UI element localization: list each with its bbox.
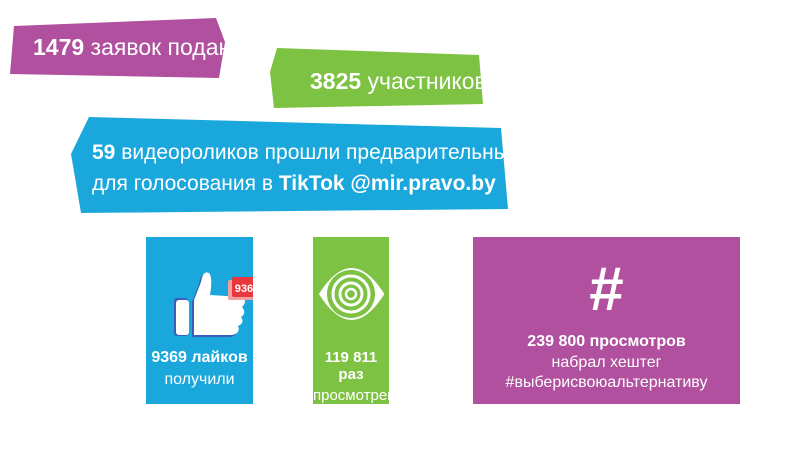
card-likes: 9369 9369 лайков получили [146, 237, 253, 404]
banner-participants-bg [270, 48, 483, 108]
hashtag-icon: # [589, 255, 624, 324]
videos-count: 59 [92, 141, 116, 164]
likes-badge: 9369 [235, 283, 253, 295]
applications-label: заявок подано [84, 34, 245, 60]
card-hashtag: # 239 800 просмотров набрал хештег #выбе… [473, 237, 740, 404]
views-subtitle: просмотрены [313, 387, 407, 404]
hashtag-subtitle: набрал хештег [551, 354, 662, 371]
hashtag-views-title: 239 800 просмотров [527, 333, 686, 350]
banner-videos-line1: 59 видеороликов прошли предварительный о… [92, 141, 583, 165]
banner-videos-line2: для голосования в TikTok @mir.pravo.by [92, 172, 496, 196]
hashtag-text: #выберисвоюальтернативу [505, 374, 708, 391]
likes-title: 9369 лайков [151, 349, 248, 366]
thumbs-up-icon: 9369 [174, 272, 253, 337]
tiktok-account: TikTok @mir.pravo.by [278, 172, 496, 195]
participants-count: 3825 [310, 68, 362, 94]
videos-label: видеороликов прошли предварительный отбо… [115, 141, 583, 164]
card-views: 119 811 раз просмотрены [313, 237, 407, 404]
views-title: 119 811 раз [324, 349, 378, 383]
videos-label-2: для голосования в [92, 172, 279, 195]
banner-applications: 1479 заявок подано [33, 34, 244, 61]
participants-label: участников [361, 68, 487, 94]
eye-icon [318, 268, 385, 320]
banner-videos-bg [71, 117, 508, 213]
applications-count: 1479 [33, 34, 85, 60]
banner-applications-bg [10, 18, 225, 78]
banner-participants: 3825 участников [310, 68, 487, 95]
likes-subtitle: получили [164, 371, 235, 388]
